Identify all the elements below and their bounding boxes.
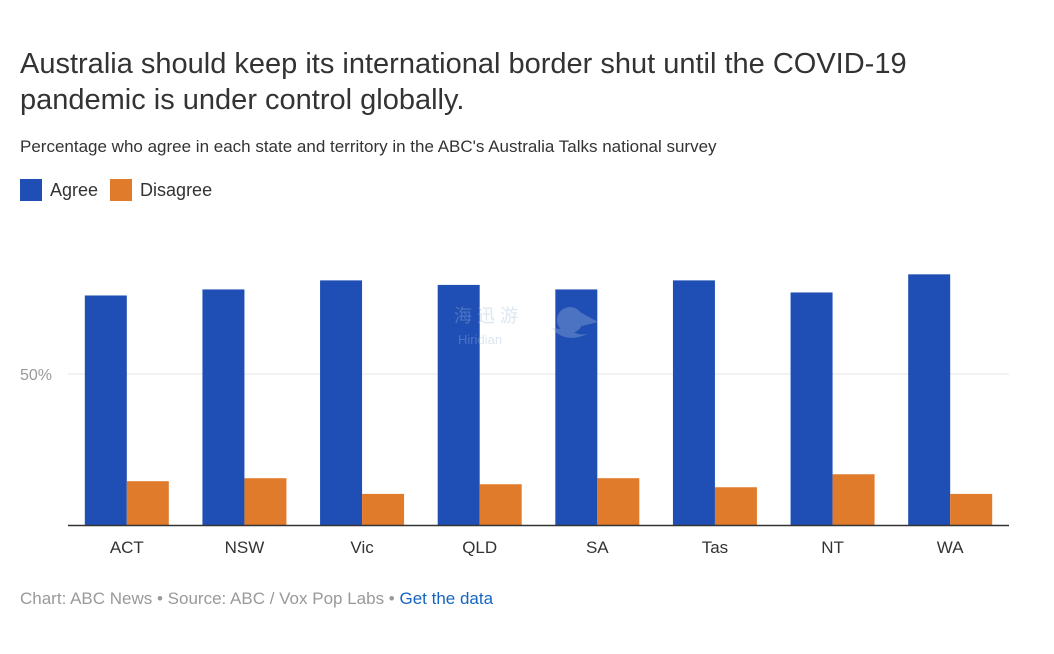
x-tick-label-nt: NT [821, 538, 844, 557]
chart-title: Australia should keep its international … [20, 48, 907, 116]
bar-disagree-nsw [244, 478, 287, 525]
x-tick-label-act: ACT [110, 538, 144, 557]
chart-footer: Chart: ABC News • Source: ABC / Vox Pop … [20, 589, 493, 609]
get-data-link[interactable]: Get the data [399, 589, 494, 608]
bar-agree-tas [672, 280, 715, 525]
chart-legend: Agree Disagree [20, 179, 224, 201]
chart-subtitle: Percentage who agree in each state and t… [20, 137, 717, 156]
bar-agree-qld [437, 284, 480, 525]
x-tick-label-tas: Tas [702, 538, 728, 557]
legend-item-agree: Agree [20, 179, 98, 201]
bar-disagree-wa [950, 493, 993, 525]
legend-swatch-disagree [110, 179, 133, 201]
bar-agree-act [84, 295, 127, 525]
x-tick-label-sa: SA [586, 538, 609, 557]
x-tick-label-wa: WA [937, 538, 964, 557]
bar-agree-nt [790, 292, 833, 525]
footer-source: Chart: ABC News • Source: ABC / Vox Pop … [20, 589, 400, 608]
legend-label-disagree: Disagree [140, 179, 213, 200]
bar-disagree-nt [832, 474, 875, 525]
bird-icon [552, 307, 598, 338]
bar-disagree-act [126, 481, 169, 525]
x-tick-label-qld: QLD [462, 538, 497, 557]
bar-agree-vic [320, 280, 363, 525]
watermark-text-cn: 海 迅 游 [454, 306, 518, 326]
x-tick-label-vic: Vic [350, 538, 374, 557]
bar-agree-sa [555, 289, 598, 525]
bar-agree-nsw [202, 289, 245, 525]
watermark-text-en: Hiridian [458, 332, 502, 347]
x-tick-label-nsw: NSW [225, 538, 265, 557]
y-tick-label-0: 50% [20, 367, 52, 384]
bar-agree-wa [908, 274, 951, 525]
bar-disagree-sa [597, 478, 640, 525]
legend-swatch-agree [20, 179, 42, 201]
bar-disagree-qld [479, 484, 522, 525]
legend-item-disagree: Disagree [110, 179, 212, 201]
watermark-logo: 海 迅 游 Hiridian [454, 306, 598, 347]
legend-label-agree: Agree [50, 179, 99, 200]
bar-disagree-vic [362, 493, 405, 525]
bar-disagree-tas [714, 487, 757, 525]
